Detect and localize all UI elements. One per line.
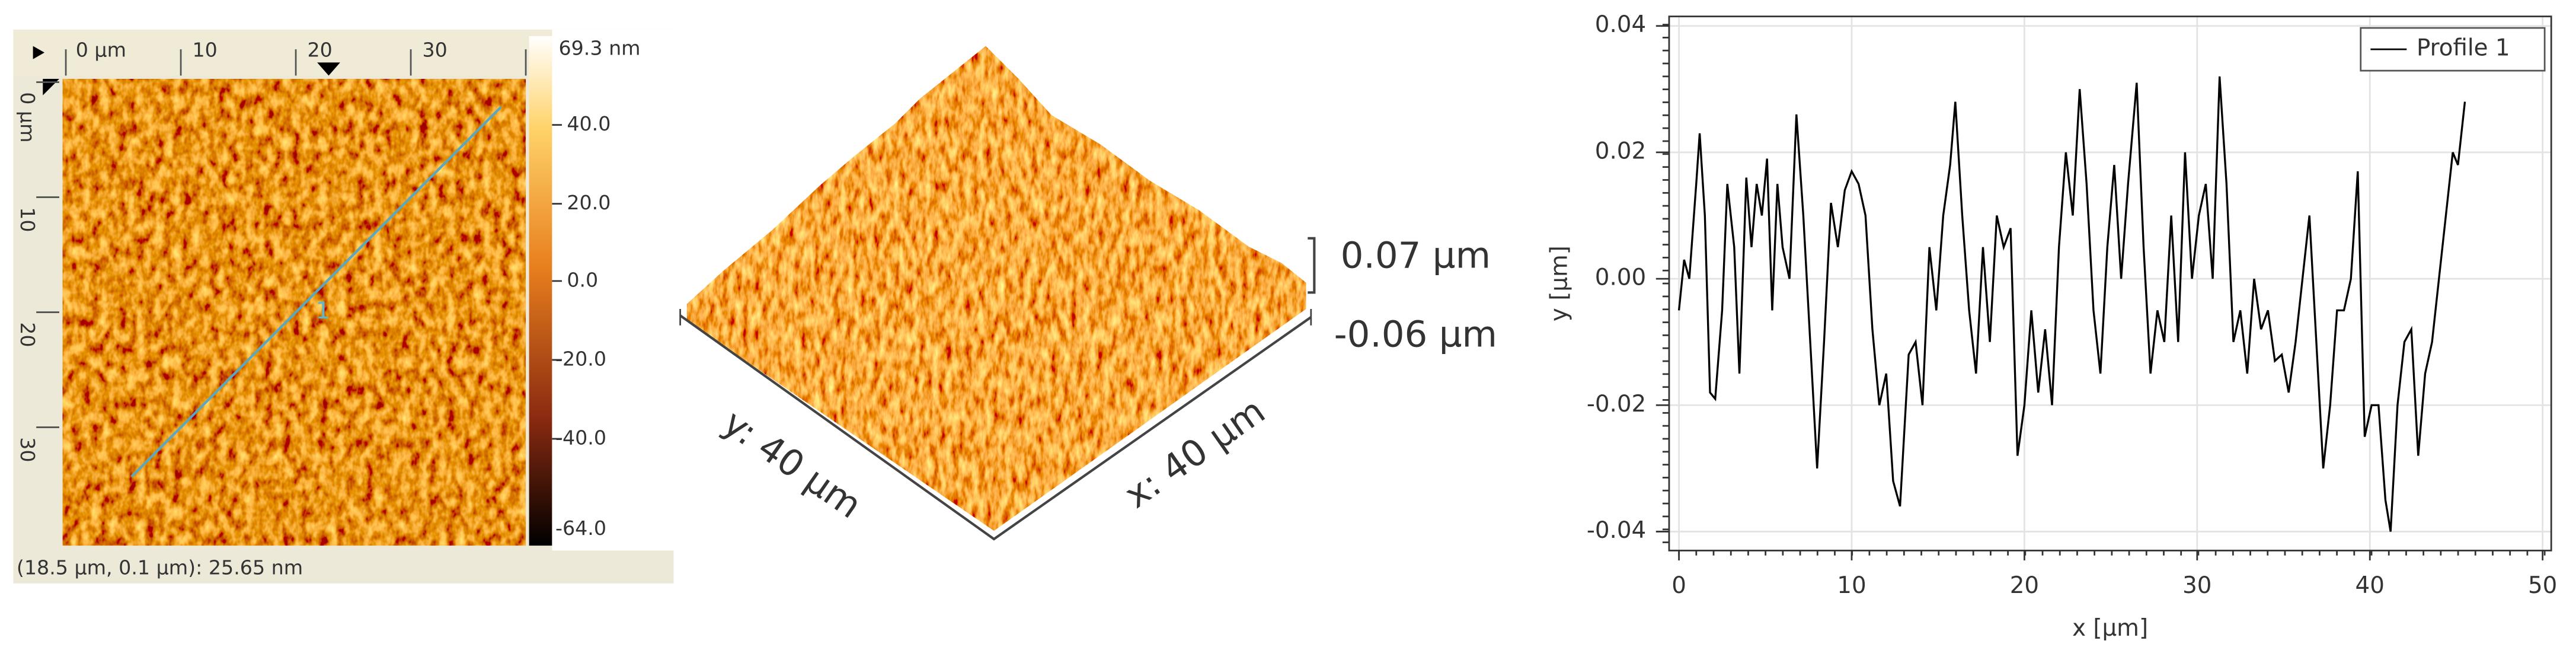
colorbar-label: -20.0 [555,347,606,370]
colorbar-label: 40.0 [567,112,611,135]
colorbar-label: -40.0 [555,426,606,449]
status-bar: (18.5 µm, 0.1 µm): 25.65 nm [17,556,303,579]
left-ruler-label: 30 [16,437,39,462]
colorbar-label: 69.3 nm [558,37,640,60]
top-ruler-label: 30 [422,38,447,61]
y-tick-label: 0.00 [1595,264,1646,291]
x-tick-label: 10 [1837,572,1866,599]
profile-line [130,106,502,478]
z-min-label: -0.06 µm [1334,314,1497,356]
top-ruler-label: 10 [192,38,217,61]
menu-arrow [33,46,45,59]
profile-marker: 1 [315,298,330,324]
left-ruler-label: 0 µm [16,92,39,142]
ruler-ticks [36,49,527,428]
colorbar-panel [552,29,674,551]
y-tick-label: -0.02 [1587,391,1646,417]
colorbar-ticks [552,124,562,440]
colorbar-label: -64.0 [555,516,606,540]
x-tick-label: 0 [1671,572,1686,599]
colorbar-label: 0.0 [567,268,598,291]
line [1677,76,2466,532]
y-tick-label: -0.04 [1587,517,1646,544]
surface-3d: 0.07 µm -0.06 µm y: 40 µm x: 40 µm [679,46,1497,541]
colorbar-label: 20.0 [567,191,611,214]
ruler-marker [317,62,340,76]
plot-frame [1668,15,2552,551]
y-tick-label: 0.04 [1595,11,1646,38]
x-tick-label: 30 [2182,572,2211,599]
top-ruler-label: 20 [307,38,332,61]
legend-label: Profile 1 [2417,35,2510,62]
left-ruler-label: 10 [16,207,39,232]
x-tick-label: 20 [2010,572,2039,599]
z-scale-bar [1308,237,1316,294]
ruler-corner [43,79,59,95]
y-tick-label: 0.02 [1595,138,1646,164]
left-ruler-label: 20 [16,322,39,347]
x-axis-label: x [µm] [2072,615,2148,642]
y-axis-label: y [µm] [1546,245,1573,321]
x-tick-label: 50 [2528,572,2557,599]
afm-window: 0 µm 10 20 30 0 µm 10 20 30 1 69.3 nm 40… [13,29,674,584]
top-ruler-label: 0 µm [76,38,126,61]
z-max-label: 0.07 µm [1341,235,1491,277]
colorbar [529,36,552,546]
x-tick-label: 40 [2356,572,2385,599]
minor-ticks [1662,24,2546,556]
base-axes [679,314,1312,541]
profile-chart: 0 10 20 30 40 50 -0.04 -0.02 0.00 0.02 0.04 x [µm] y… [1546,11,2558,642]
